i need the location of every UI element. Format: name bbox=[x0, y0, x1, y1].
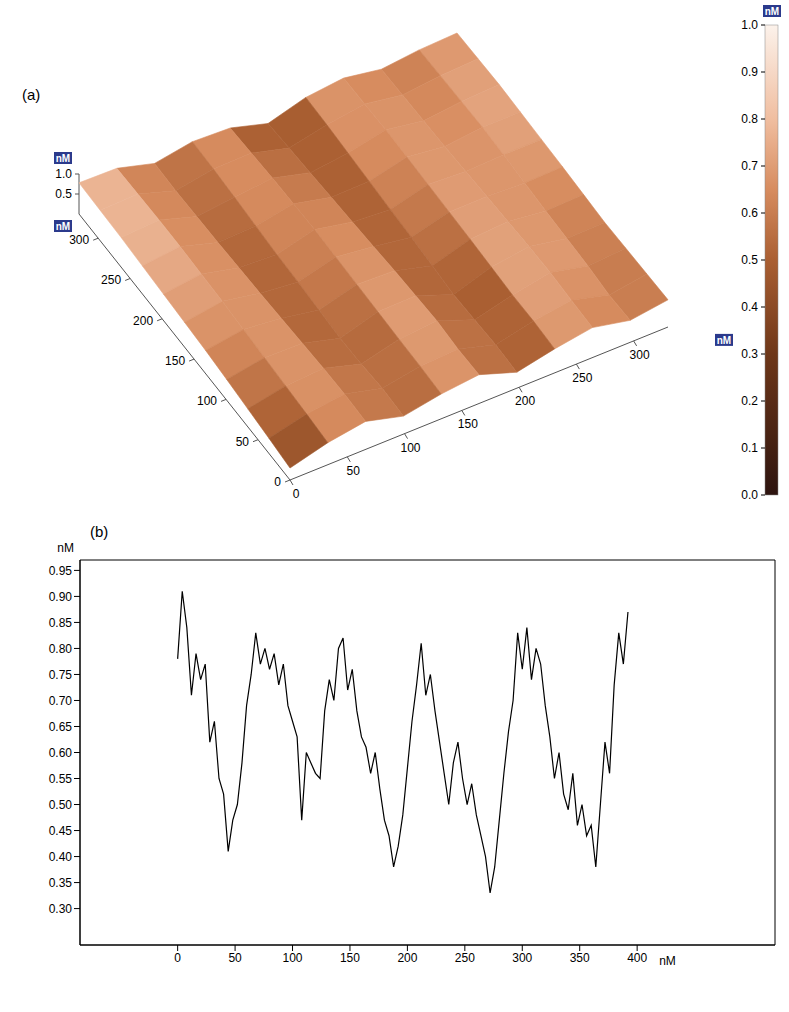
svg-text:200: 200 bbox=[515, 394, 535, 408]
svg-text:400: 400 bbox=[627, 951, 647, 965]
svg-text:nM: nM bbox=[717, 335, 731, 346]
svg-text:nM: nM bbox=[56, 221, 70, 232]
svg-text:0.8: 0.8 bbox=[741, 112, 758, 126]
svg-text:0.70: 0.70 bbox=[49, 694, 73, 708]
svg-text:nM: nM bbox=[659, 954, 676, 968]
svg-text:200: 200 bbox=[133, 314, 153, 328]
svg-text:nM: nM bbox=[56, 153, 70, 164]
svg-text:0.85: 0.85 bbox=[49, 616, 73, 630]
svg-text:50: 50 bbox=[347, 464, 361, 478]
svg-text:0.60: 0.60 bbox=[49, 746, 73, 760]
svg-text:150: 150 bbox=[165, 354, 185, 368]
svg-text:350: 350 bbox=[570, 951, 590, 965]
svg-text:0: 0 bbox=[274, 475, 281, 489]
svg-text:0.90: 0.90 bbox=[49, 590, 73, 604]
svg-text:0.95: 0.95 bbox=[49, 564, 73, 578]
svg-text:150: 150 bbox=[340, 951, 360, 965]
svg-text:0.6: 0.6 bbox=[741, 206, 758, 220]
svg-text:0.75: 0.75 bbox=[49, 668, 73, 682]
svg-text:0.0: 0.0 bbox=[741, 488, 758, 502]
svg-text:(a): (a) bbox=[22, 86, 40, 103]
svg-text:250: 250 bbox=[101, 273, 121, 287]
svg-text:0.40: 0.40 bbox=[49, 850, 73, 864]
svg-text:0.55: 0.55 bbox=[49, 772, 73, 786]
svg-text:0.7: 0.7 bbox=[741, 159, 758, 173]
svg-text:150: 150 bbox=[458, 417, 478, 431]
svg-text:100: 100 bbox=[197, 394, 217, 408]
svg-text:0.3: 0.3 bbox=[741, 347, 758, 361]
svg-text:300: 300 bbox=[69, 233, 89, 247]
svg-text:250: 250 bbox=[572, 371, 592, 385]
svg-text:0.5: 0.5 bbox=[741, 253, 758, 267]
svg-text:0.50: 0.50 bbox=[49, 798, 73, 812]
svg-text:0.2: 0.2 bbox=[741, 394, 758, 408]
svg-text:1.0: 1.0 bbox=[741, 18, 758, 32]
svg-text:100: 100 bbox=[401, 441, 421, 455]
svg-text:50: 50 bbox=[236, 435, 250, 449]
svg-text:0.5: 0.5 bbox=[55, 187, 72, 201]
svg-text:1.0: 1.0 bbox=[55, 167, 72, 181]
svg-text:0.9: 0.9 bbox=[741, 65, 758, 79]
svg-text:0: 0 bbox=[293, 487, 300, 501]
svg-text:0.65: 0.65 bbox=[49, 720, 73, 734]
svg-text:nM: nM bbox=[765, 6, 779, 17]
svg-text:nM: nM bbox=[57, 541, 74, 555]
svg-text:0.4: 0.4 bbox=[741, 300, 758, 314]
svg-text:0.35: 0.35 bbox=[49, 876, 73, 890]
svg-text:50: 50 bbox=[228, 951, 242, 965]
svg-text:250: 250 bbox=[455, 951, 475, 965]
svg-text:200: 200 bbox=[397, 951, 417, 965]
svg-text:0.80: 0.80 bbox=[49, 642, 73, 656]
svg-text:0.1: 0.1 bbox=[741, 441, 758, 455]
svg-text:300: 300 bbox=[512, 951, 532, 965]
svg-text:0.45: 0.45 bbox=[49, 824, 73, 838]
svg-text:0: 0 bbox=[174, 951, 181, 965]
svg-text:(b): (b) bbox=[90, 523, 108, 540]
svg-text:0.30: 0.30 bbox=[49, 902, 73, 916]
svg-text:300: 300 bbox=[630, 348, 650, 362]
svg-text:100: 100 bbox=[283, 951, 303, 965]
